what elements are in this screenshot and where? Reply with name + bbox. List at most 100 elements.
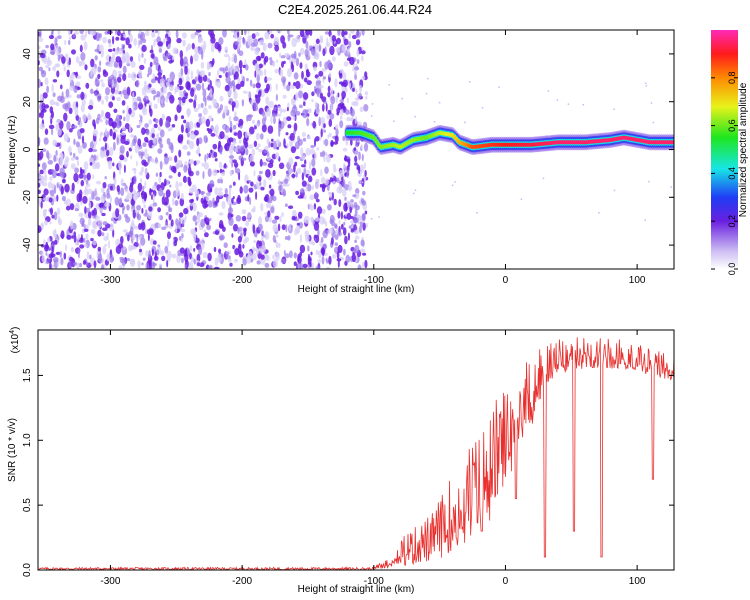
noise-speckle [53, 154, 57, 163]
noise-speckle [150, 53, 155, 59]
noise-speckle [57, 128, 62, 136]
noise-speckle [339, 99, 344, 103]
noise-speckle [194, 31, 199, 36]
noise-speckle [297, 211, 303, 219]
noise-speckle [143, 95, 149, 102]
noise-speckle [347, 185, 353, 191]
noise-speckle [165, 189, 171, 198]
noise-speckle [218, 248, 222, 254]
noise-speckle [182, 175, 187, 183]
noise-speckle [222, 30, 227, 38]
noise-speckle [169, 94, 175, 104]
noise-speckle [339, 120, 344, 129]
noise-speckle [252, 119, 255, 124]
noise-speckle [198, 246, 203, 256]
noise-speckle [296, 262, 302, 269]
noise-speckle [215, 131, 218, 138]
noise-speckle [141, 52, 144, 58]
noise-speckle [274, 215, 280, 220]
noise-speckle [345, 254, 351, 263]
noise-speckle [131, 219, 134, 226]
noise-speckle [73, 138, 76, 146]
x-tick-label: 100 [629, 275, 646, 286]
figure-title: C2E4.2025.261.06.44.R24 [278, 2, 432, 17]
noise-speckle [239, 145, 245, 152]
noise-speckle [323, 123, 326, 129]
noise-speckle [80, 169, 85, 174]
noise-speckle [305, 30, 311, 36]
noise-speckle [56, 70, 60, 78]
noise-speckle [115, 56, 122, 63]
noise-speckle [107, 48, 113, 53]
noise-speckle [166, 138, 171, 145]
noise-speckle [63, 133, 69, 142]
noise-speckle [332, 56, 336, 62]
noise-speckle [268, 30, 273, 34]
noise-speckle [165, 81, 170, 87]
noise-speckle [44, 220, 48, 226]
noise-speckle [267, 125, 274, 134]
noise-speckle [110, 58, 113, 65]
noise-speckle [334, 242, 338, 247]
noise-speckle [88, 197, 93, 203]
noise-speckle [318, 116, 322, 127]
noise-speckle [139, 120, 142, 127]
noise-speckle [249, 197, 252, 206]
noise-speckle [255, 132, 261, 140]
noise-speckle [287, 235, 291, 241]
noise-speckle [247, 218, 252, 223]
noise-speckle [237, 235, 242, 243]
noise-speckle [301, 172, 305, 181]
noise-speckle [247, 114, 254, 118]
noise-speckle [278, 162, 285, 170]
noise-speckle [263, 150, 269, 154]
noise-speckle [80, 91, 85, 101]
noise-speckle [255, 32, 260, 37]
noise-speckle [261, 235, 264, 241]
noise-speckle [213, 127, 217, 134]
noise-speckle [196, 138, 200, 147]
noise-speckle [150, 78, 157, 84]
noise-speckle [128, 230, 133, 238]
noise-speckle [115, 208, 120, 218]
noise-speckle [334, 78, 338, 88]
noise-speckle [287, 124, 292, 129]
noise-speckle [294, 156, 300, 160]
noise-speckle [208, 200, 213, 208]
noise-speckle [260, 133, 264, 140]
noise-speckle [251, 148, 255, 157]
noise-speckle [364, 259, 368, 269]
noise-speckle [275, 94, 278, 101]
noise-speckle [355, 39, 361, 46]
noise-speckle [247, 90, 252, 99]
noise-speckle [116, 30, 121, 37]
noise-speckle [203, 40, 207, 51]
noise-speckle [217, 191, 223, 197]
noise-speckle [340, 211, 343, 220]
colorbar-axis: 0.0 0.2 0.4 0.6 0.8 [711, 72, 738, 275]
noise-speckle [265, 202, 272, 209]
noise-speckle [311, 99, 314, 103]
noise-speckle [315, 198, 320, 203]
faint-speckle [427, 77, 429, 80]
noise-speckle [347, 47, 350, 55]
noise-speckle [314, 152, 317, 160]
noise-speckle [210, 44, 215, 53]
noise-speckle [338, 220, 341, 225]
noise-speckle [179, 228, 186, 233]
noise-speckle [341, 82, 345, 87]
noise-speckle [112, 48, 116, 52]
noise-speckle [209, 79, 212, 89]
noise-speckle [262, 42, 267, 52]
noise-speckle [343, 61, 349, 67]
noise-speckle [312, 120, 317, 129]
noise-speckle [213, 247, 217, 252]
noise-speckle [295, 57, 300, 67]
noise-speckle [364, 91, 369, 96]
noise-speckle [51, 246, 54, 255]
faint-speckle [613, 108, 615, 110]
colorbar-gradient [711, 30, 738, 269]
noise-speckle [38, 37, 44, 42]
noise-speckle [165, 212, 169, 216]
noise-speckle [235, 122, 239, 126]
